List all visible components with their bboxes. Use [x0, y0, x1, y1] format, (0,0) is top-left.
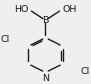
- Text: Cl: Cl: [80, 67, 90, 76]
- Text: OH: OH: [63, 5, 77, 14]
- Text: HO: HO: [14, 5, 28, 14]
- Text: B: B: [42, 16, 49, 25]
- Text: Cl: Cl: [1, 35, 10, 44]
- Text: N: N: [42, 74, 49, 83]
